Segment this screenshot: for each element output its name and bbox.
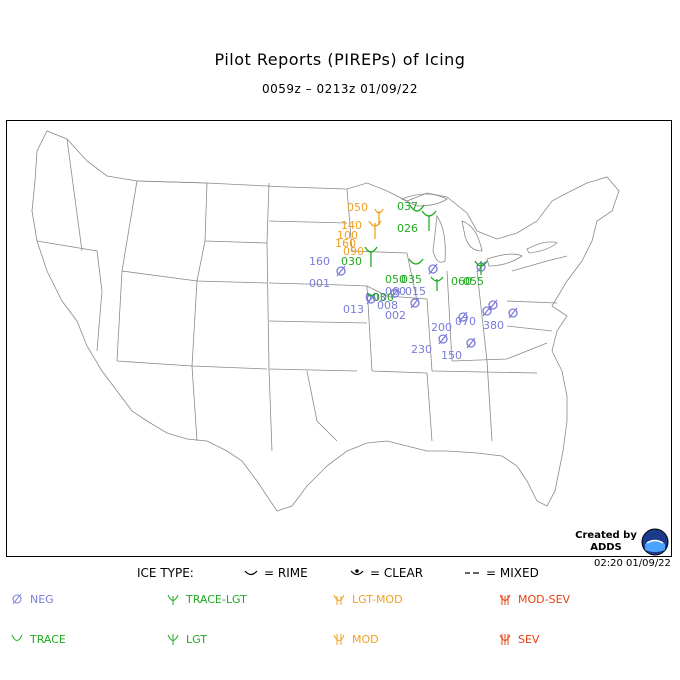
legend-sev-label: SEV <box>518 632 540 646</box>
sev-icon <box>499 634 511 645</box>
rime-icon <box>244 570 258 576</box>
legend-mod: MOD <box>332 632 379 646</box>
report-label: 230 <box>411 343 432 356</box>
legend-mod-sev-label: MOD-SEV <box>518 592 571 606</box>
report-label: 055 <box>463 275 484 288</box>
noaa-logo <box>641 528 669 556</box>
legend-mod-label: MOD <box>352 632 379 646</box>
us-map: 050 037 026 140 100 160 090 030 160 001 … <box>6 120 672 557</box>
legend-lgt-mod: LGT-MOD <box>332 592 403 606</box>
report-label: 060 <box>451 275 472 288</box>
report-label: 013 <box>343 303 364 316</box>
report-label: 160 <box>309 255 330 268</box>
state-borders <box>31 130 620 512</box>
report-label: 026 <box>397 222 418 235</box>
ice-type-label: ICE TYPE: <box>137 566 194 580</box>
report-label: 100 <box>337 229 358 242</box>
mod-sev-icon <box>499 594 511 605</box>
report-label: 140 <box>341 219 362 232</box>
rime-legend: = RIME <box>244 566 308 580</box>
report-label: 090 <box>343 245 364 258</box>
trace-lgt-icon <box>167 594 179 605</box>
trace-icon <box>11 634 23 641</box>
report-label: 037 <box>397 200 418 213</box>
lgt-icon <box>167 634 179 645</box>
report-label: 380 <box>483 319 504 332</box>
legend-lgt: LGT <box>166 632 207 646</box>
report-label: 050 <box>385 273 406 286</box>
legend-mod-sev: MOD-SEV <box>498 592 570 606</box>
credit-line2: ADDS <box>590 542 622 553</box>
lgt-mod-icon <box>333 594 345 605</box>
legend-trace-lgt: TRACE-LGT <box>166 592 247 606</box>
legend-neg: NEG <box>10 592 54 606</box>
mod-icon <box>333 634 345 645</box>
pirep-reports: 050 037 026 140 100 160 090 030 160 001 … <box>309 200 504 362</box>
generated-timestamp: 02:20 01/09/22 <box>594 558 671 569</box>
report-label: 001 <box>309 277 330 290</box>
report-label: 150 <box>441 349 462 362</box>
legend-trace-label: TRACE <box>30 632 66 646</box>
mixed-label: = MIXED <box>486 566 539 580</box>
credit-block: Created by ADDS <box>574 530 638 554</box>
legend-lgt-label: LGT <box>186 632 207 646</box>
report-label: 050 <box>347 201 368 214</box>
credit-line1: Created by <box>575 530 637 541</box>
report-label: 000 <box>373 291 394 304</box>
report-label: 015 <box>405 285 426 298</box>
mixed-legend: = MIXED <box>464 566 539 580</box>
time-range: 0059z – 0213z 01/09/22 <box>261 82 418 96</box>
rime-label: = RIME <box>264 566 308 580</box>
legend-sev: SEV <box>498 632 539 646</box>
map-canvas: 050 037 026 140 100 160 090 030 160 001 … <box>31 130 620 512</box>
pirep-symbols <box>336 204 518 349</box>
legend-trace: TRACE <box>10 632 66 646</box>
report-label: 035 <box>401 273 422 286</box>
legend-trace-lgt-label: TRACE-LGT <box>186 592 247 606</box>
report-label: 070 <box>455 315 476 328</box>
clear-icon <box>350 569 364 576</box>
report-label: 002 <box>385 309 406 322</box>
clear-legend: = CLEAR <box>350 566 423 580</box>
legend-lgt-mod-label: LGT-MOD <box>352 592 403 606</box>
report-label: 160 <box>335 237 356 250</box>
legend-neg-label: NEG <box>30 592 54 606</box>
report-label: 200 <box>431 321 452 334</box>
mixed-icon <box>465 572 479 574</box>
report-label: 030 <box>341 255 362 268</box>
clear-label: = CLEAR <box>370 566 424 580</box>
chart-title: Pilot Reports (PIREPs) of Icing <box>214 50 466 69</box>
neg-icon <box>12 593 22 605</box>
report-label: 008 <box>377 299 398 312</box>
